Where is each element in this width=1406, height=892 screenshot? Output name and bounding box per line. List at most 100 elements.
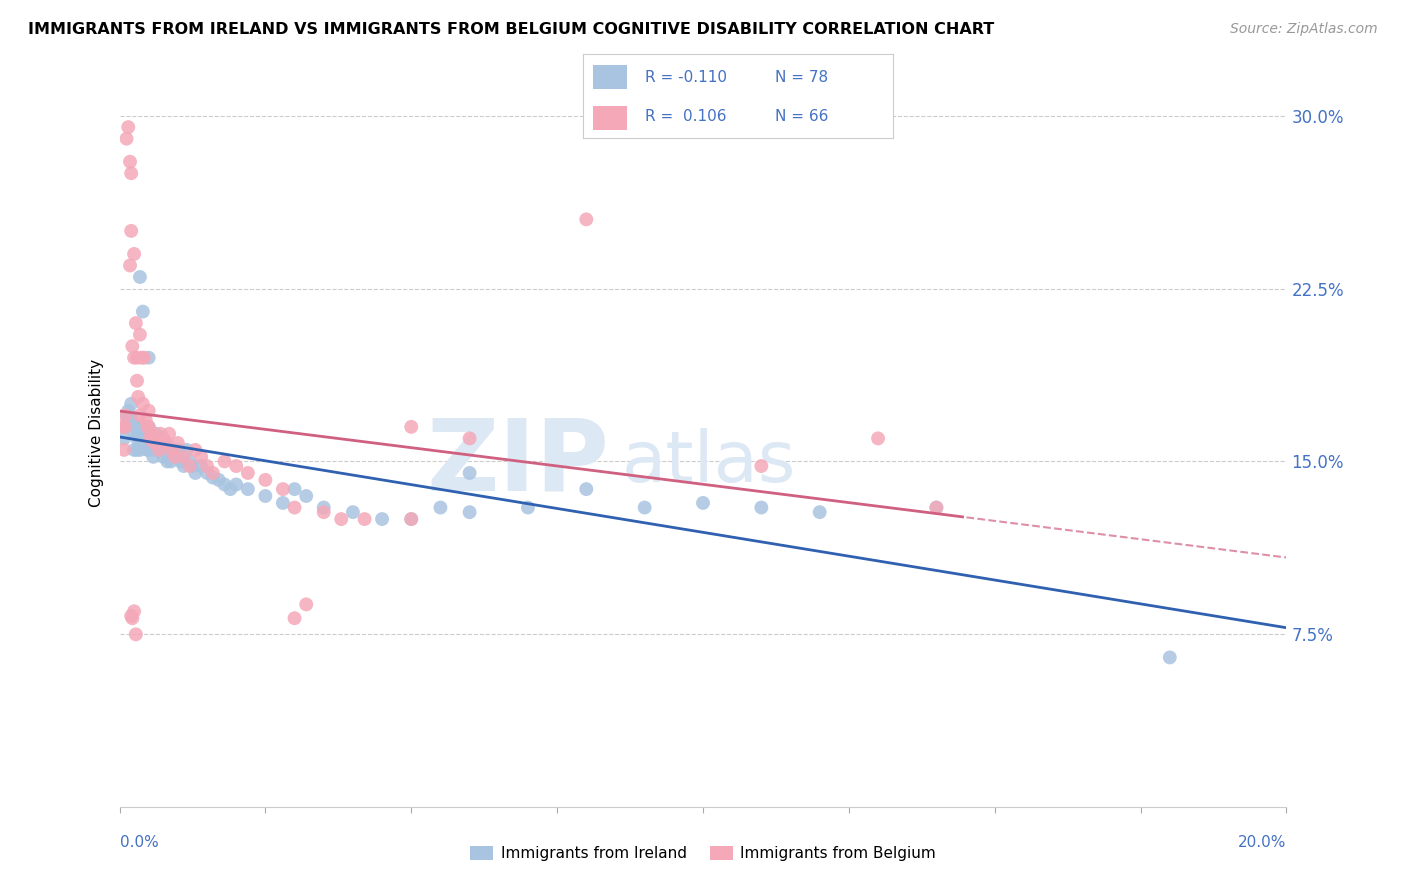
Point bbox=[132, 397, 155, 411]
Text: atlas: atlas bbox=[621, 428, 796, 497]
Point bbox=[118, 413, 141, 427]
Point bbox=[163, 450, 186, 464]
Point bbox=[295, 598, 318, 612]
Point bbox=[155, 442, 177, 457]
Point bbox=[371, 512, 394, 526]
Point bbox=[214, 454, 236, 468]
Point bbox=[135, 413, 157, 427]
Text: ZIP: ZIP bbox=[427, 414, 610, 511]
Point bbox=[184, 466, 207, 480]
Point bbox=[125, 351, 148, 365]
Point bbox=[312, 500, 335, 515]
Point bbox=[163, 450, 186, 464]
Point bbox=[201, 470, 224, 484]
Point bbox=[179, 454, 201, 468]
Point bbox=[208, 473, 231, 487]
Point bbox=[122, 247, 145, 261]
Point bbox=[132, 436, 155, 450]
Point bbox=[925, 500, 948, 515]
Point bbox=[283, 482, 307, 496]
Point bbox=[692, 496, 714, 510]
Legend: Immigrants from Ireland, Immigrants from Belgium: Immigrants from Ireland, Immigrants from… bbox=[464, 839, 942, 867]
Point bbox=[179, 458, 201, 473]
Point bbox=[401, 512, 423, 526]
Point bbox=[152, 450, 174, 464]
Point bbox=[125, 420, 148, 434]
Point bbox=[458, 505, 481, 519]
Point bbox=[219, 482, 242, 496]
Point bbox=[122, 604, 145, 618]
Point bbox=[150, 442, 173, 457]
Text: N = 78: N = 78 bbox=[775, 70, 828, 85]
Point bbox=[141, 436, 163, 450]
Point bbox=[160, 442, 183, 457]
Point bbox=[121, 339, 143, 353]
Point bbox=[575, 212, 598, 227]
Point bbox=[160, 442, 183, 457]
Point bbox=[118, 259, 141, 273]
Point bbox=[143, 442, 166, 457]
Point bbox=[458, 431, 481, 445]
Point bbox=[129, 442, 152, 457]
Point bbox=[120, 224, 142, 238]
Point bbox=[112, 431, 135, 445]
Point bbox=[236, 466, 259, 480]
Text: R = -0.110: R = -0.110 bbox=[645, 70, 727, 85]
Point bbox=[122, 351, 145, 365]
Point bbox=[117, 120, 139, 135]
Point bbox=[181, 458, 204, 473]
Point bbox=[201, 466, 224, 480]
Point bbox=[214, 477, 236, 491]
Point bbox=[129, 431, 152, 445]
Point bbox=[1159, 650, 1181, 665]
Point bbox=[195, 466, 218, 480]
Point bbox=[146, 436, 169, 450]
Point bbox=[125, 374, 148, 388]
Point bbox=[129, 409, 152, 423]
Point bbox=[136, 442, 159, 457]
Point bbox=[139, 431, 162, 445]
Text: 20.0%: 20.0% bbox=[1239, 836, 1286, 850]
Point bbox=[143, 436, 166, 450]
Point bbox=[122, 426, 145, 441]
Point bbox=[160, 454, 183, 468]
Point bbox=[138, 420, 160, 434]
Point bbox=[129, 327, 152, 342]
Point bbox=[190, 458, 212, 473]
Point bbox=[142, 450, 165, 464]
Point bbox=[121, 611, 143, 625]
Point bbox=[176, 442, 198, 457]
Point bbox=[254, 489, 277, 503]
Point bbox=[131, 351, 153, 365]
Point bbox=[173, 458, 195, 473]
Point bbox=[283, 500, 307, 515]
Point bbox=[190, 450, 212, 464]
Point bbox=[173, 450, 195, 464]
Point bbox=[115, 409, 138, 423]
Point bbox=[184, 442, 207, 457]
Point bbox=[120, 166, 142, 180]
Point bbox=[125, 431, 148, 445]
Point bbox=[149, 431, 172, 445]
Point bbox=[153, 436, 176, 450]
Point bbox=[143, 431, 166, 445]
Point bbox=[295, 489, 318, 503]
Point bbox=[117, 403, 139, 417]
Point bbox=[751, 500, 773, 515]
Point bbox=[138, 442, 160, 457]
Point bbox=[342, 505, 364, 519]
Y-axis label: Cognitive Disability: Cognitive Disability bbox=[89, 359, 104, 507]
Point bbox=[271, 496, 294, 510]
Point bbox=[114, 409, 136, 423]
FancyBboxPatch shape bbox=[593, 106, 627, 130]
Point bbox=[353, 512, 375, 526]
Point bbox=[120, 397, 142, 411]
Point bbox=[148, 442, 170, 457]
Point bbox=[132, 304, 155, 318]
Point bbox=[157, 426, 180, 441]
Point bbox=[136, 420, 159, 434]
Text: IMMIGRANTS FROM IRELAND VS IMMIGRANTS FROM BELGIUM COGNITIVE DISABILITY CORRELAT: IMMIGRANTS FROM IRELAND VS IMMIGRANTS FR… bbox=[28, 22, 994, 37]
Point bbox=[401, 420, 423, 434]
Point bbox=[166, 442, 188, 457]
Point bbox=[125, 442, 148, 457]
